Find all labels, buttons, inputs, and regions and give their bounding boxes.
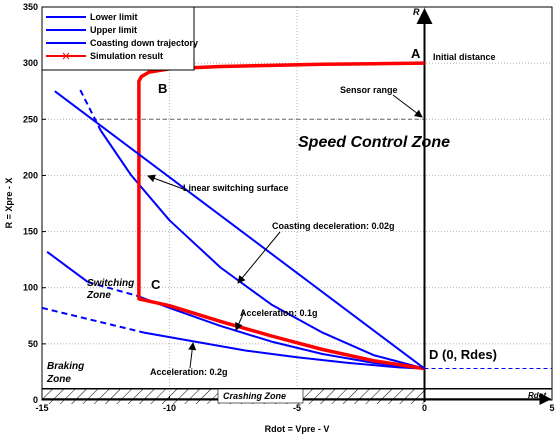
annotation-arrow bbox=[147, 174, 187, 191]
annotations: A Initial distance B Sensor range Speed Cont… bbox=[46, 7, 547, 404]
annotation: Linear switching surface bbox=[183, 183, 289, 193]
legend-label: Lower limit bbox=[90, 12, 138, 22]
annotation: Zone bbox=[46, 374, 71, 385]
series-line bbox=[46, 250, 425, 370]
y-tick-label: 250 bbox=[23, 114, 38, 124]
annotation: Coasting deceleration: 0.02g bbox=[272, 221, 395, 231]
annotation-arrow bbox=[237, 231, 281, 284]
annotation: Initial distance bbox=[433, 52, 496, 62]
annotation: Acceleration: 0.2g bbox=[150, 367, 228, 377]
legend-label: Upper limit bbox=[90, 25, 137, 35]
annotation: Acceleration: 0.1g bbox=[240, 308, 318, 318]
annotation: Sensor range bbox=[340, 85, 398, 95]
y-tick-label: 0 bbox=[33, 395, 38, 405]
series-line bbox=[54, 90, 426, 370]
simulation-line bbox=[137, 61, 425, 371]
y-tick-label: 300 bbox=[23, 58, 38, 68]
plot-lines bbox=[41, 61, 426, 371]
annotation: B bbox=[158, 81, 167, 96]
annotation: Zone bbox=[86, 290, 111, 301]
annotation-arrow bbox=[235, 311, 245, 331]
x-tick-label: -10 bbox=[163, 403, 176, 413]
annotation-arrow bbox=[392, 94, 423, 118]
annotation: Switching bbox=[87, 278, 134, 289]
annotation: C bbox=[151, 277, 161, 292]
y-tick-label: 150 bbox=[23, 227, 38, 237]
legend-label: Coasting down trajectory bbox=[90, 38, 198, 48]
annotation: A bbox=[411, 46, 421, 61]
series-extension bbox=[87, 281, 137, 297]
x-tick-label: -15 bbox=[35, 403, 48, 413]
annotation: Rdot bbox=[528, 391, 547, 400]
annotation: Braking bbox=[47, 361, 84, 372]
series-extension bbox=[41, 306, 145, 334]
legend: Lower limit Upper limit Coasting down traj… bbox=[41, 6, 198, 71]
legend-marker bbox=[62, 52, 70, 60]
annotation: Crashing Zone bbox=[223, 391, 286, 401]
crashing-zone-label-box bbox=[217, 388, 304, 404]
annotation-arrow bbox=[188, 342, 197, 369]
annotation: Speed Control Zone bbox=[298, 134, 450, 151]
annotation: R bbox=[413, 7, 420, 17]
y-tick-label: 200 bbox=[23, 170, 38, 180]
series-extension bbox=[79, 89, 102, 131]
x-tick-label: 5 bbox=[549, 403, 554, 413]
x-axis-label: Rdot = Vpre - V bbox=[265, 424, 330, 434]
series-line bbox=[143, 331, 425, 370]
y-tick-label: 100 bbox=[23, 283, 38, 293]
y-tick-label: 50 bbox=[28, 339, 38, 349]
x-tick-label: -5 bbox=[293, 403, 301, 413]
x-tick-label: 0 bbox=[422, 403, 427, 413]
y-tick-label: 350 bbox=[23, 2, 38, 12]
legend-label: Simulation result bbox=[90, 51, 163, 61]
y-axis-label: R = Xpre - X bbox=[4, 178, 14, 229]
annotation: D (0, Rdes) bbox=[429, 347, 497, 362]
